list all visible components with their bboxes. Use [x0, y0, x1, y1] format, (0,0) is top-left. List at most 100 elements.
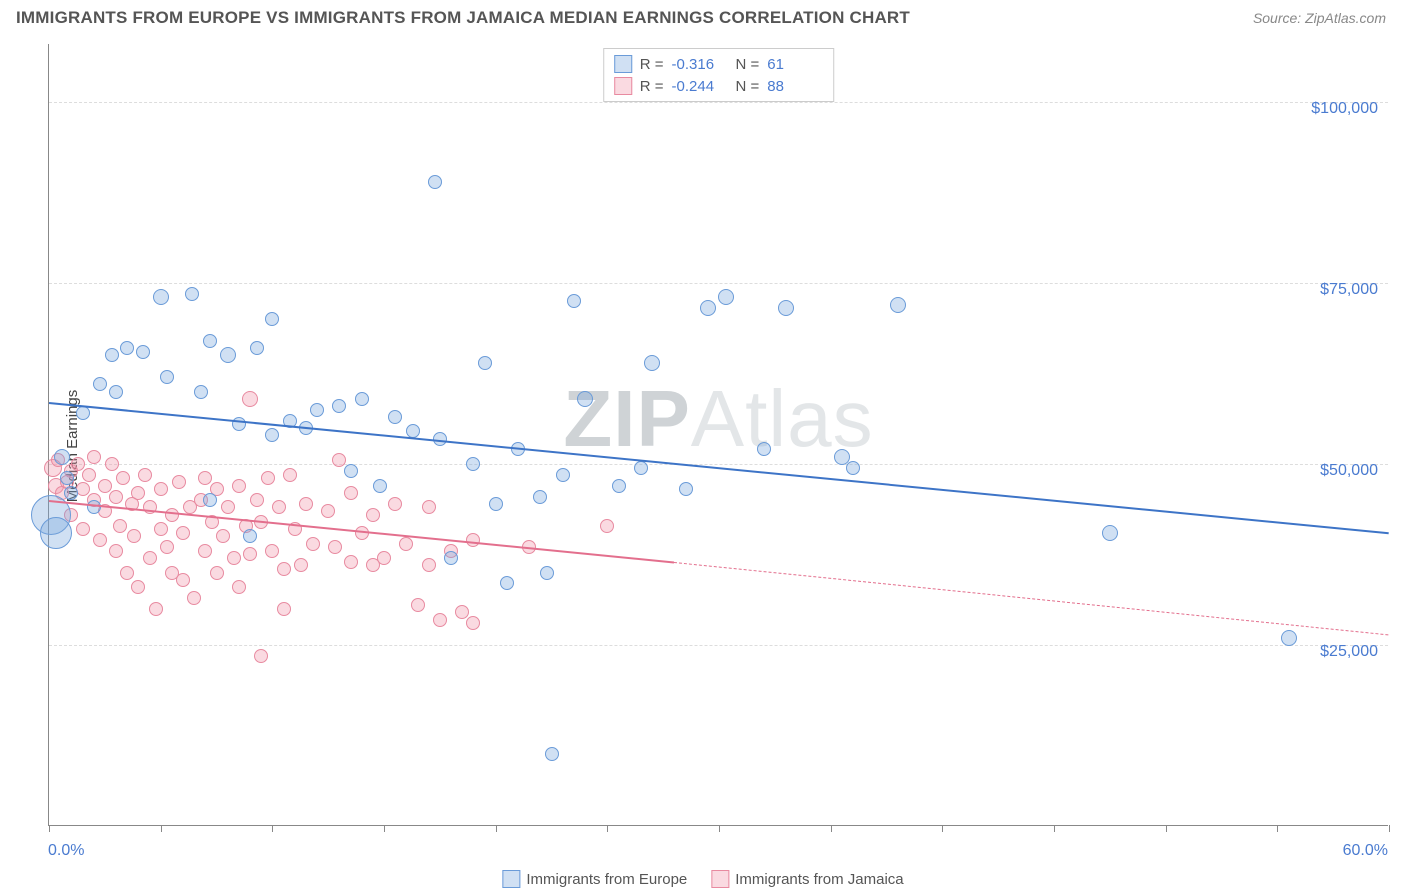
data-point-jamaica [82, 468, 96, 482]
y-tick-label: $75,000 [1320, 281, 1378, 299]
data-point-jamaica [242, 391, 258, 407]
data-point-europe [533, 490, 547, 504]
chart-title: IMMIGRANTS FROM EUROPE VS IMMIGRANTS FRO… [16, 8, 910, 28]
y-tick-label: $50,000 [1320, 462, 1378, 480]
data-point-europe [679, 482, 693, 496]
data-point-jamaica [113, 519, 127, 533]
stat-label-n: N = [736, 56, 760, 73]
data-point-jamaica [131, 486, 145, 500]
data-point-jamaica [154, 522, 168, 536]
gridline-h [49, 283, 1388, 284]
data-point-jamaica [277, 562, 291, 576]
data-point-europe [153, 289, 169, 305]
data-point-jamaica [366, 508, 380, 522]
data-point-jamaica [87, 450, 101, 464]
x-tick [496, 825, 497, 832]
data-point-europe [60, 471, 74, 485]
data-point-europe [120, 341, 134, 355]
data-point-jamaica [232, 479, 246, 493]
data-point-jamaica [422, 500, 436, 514]
data-point-jamaica [221, 500, 235, 514]
x-tick [1166, 825, 1167, 832]
data-point-jamaica [466, 533, 480, 547]
stat-r-europe: -0.316 [672, 56, 728, 73]
data-point-europe [93, 377, 107, 391]
gridline-h [49, 645, 1388, 646]
data-point-europe [478, 356, 492, 370]
data-point-jamaica [399, 537, 413, 551]
swatch-jamaica [711, 870, 729, 888]
data-point-jamaica [210, 566, 224, 580]
data-point-europe [355, 392, 369, 406]
data-point-jamaica [131, 580, 145, 594]
data-point-europe [444, 551, 458, 565]
x-tick [1389, 825, 1390, 832]
data-point-jamaica [154, 482, 168, 496]
data-point-jamaica [600, 519, 614, 533]
data-point-europe [388, 410, 402, 424]
data-point-europe [489, 497, 503, 511]
data-point-europe [87, 500, 101, 514]
data-point-jamaica [76, 522, 90, 536]
swatch-jamaica [614, 77, 632, 95]
chart-plot-area: ZIPAtlas R = -0.316 N = 61 R = -0.244 N … [48, 44, 1388, 826]
data-point-europe [1102, 525, 1118, 541]
data-point-europe [778, 300, 794, 316]
data-point-jamaica [433, 613, 447, 627]
data-point-jamaica [294, 558, 308, 572]
data-point-jamaica [377, 551, 391, 565]
data-point-europe [265, 312, 279, 326]
gridline-h [49, 102, 1388, 103]
watermark: ZIPAtlas [563, 373, 873, 465]
data-point-jamaica [216, 529, 230, 543]
data-point-jamaica [93, 533, 107, 547]
legend-label-jamaica: Immigrants from Jamaica [735, 871, 903, 888]
legend-stats-row-europe: R = -0.316 N = 61 [614, 53, 824, 75]
legend-item-europe: Immigrants from Europe [502, 870, 687, 888]
data-point-europe [40, 517, 72, 549]
data-point-europe [540, 566, 554, 580]
data-point-europe [220, 347, 236, 363]
data-point-jamaica [277, 602, 291, 616]
data-point-jamaica [109, 544, 123, 558]
x-tick [942, 825, 943, 832]
data-point-europe [344, 464, 358, 478]
data-point-jamaica [328, 540, 342, 554]
data-point-jamaica [254, 649, 268, 663]
data-point-jamaica [109, 490, 123, 504]
data-point-jamaica [455, 605, 469, 619]
data-point-europe [194, 385, 208, 399]
data-point-jamaica [306, 537, 320, 551]
data-point-europe [634, 461, 648, 475]
data-point-europe [160, 370, 174, 384]
y-tick-label: $100,000 [1311, 100, 1378, 118]
data-point-europe [846, 461, 860, 475]
x-tick [49, 825, 50, 832]
data-point-europe [718, 289, 734, 305]
data-point-jamaica [187, 591, 201, 605]
data-point-europe [466, 457, 480, 471]
y-tick-label: $25,000 [1320, 643, 1378, 661]
data-point-jamaica [160, 540, 174, 554]
data-point-jamaica [250, 493, 264, 507]
data-point-europe [373, 479, 387, 493]
x-tick [161, 825, 162, 832]
data-point-europe [250, 341, 264, 355]
trendline-europe [49, 402, 1389, 534]
stat-n-jamaica: 88 [767, 78, 823, 95]
data-point-europe [136, 345, 150, 359]
data-point-jamaica [172, 475, 186, 489]
data-point-jamaica [321, 504, 335, 518]
data-point-europe [757, 442, 771, 456]
legend-stats: R = -0.316 N = 61 R = -0.244 N = 88 [603, 48, 835, 102]
data-point-europe [54, 449, 70, 465]
trendline-jamaica-extrapolated [674, 562, 1389, 635]
swatch-europe [502, 870, 520, 888]
data-point-europe [700, 300, 716, 316]
x-tick [719, 825, 720, 832]
data-point-europe [203, 334, 217, 348]
data-point-europe [203, 493, 217, 507]
data-point-jamaica [243, 547, 257, 561]
data-point-jamaica [120, 566, 134, 580]
data-point-jamaica [299, 497, 313, 511]
